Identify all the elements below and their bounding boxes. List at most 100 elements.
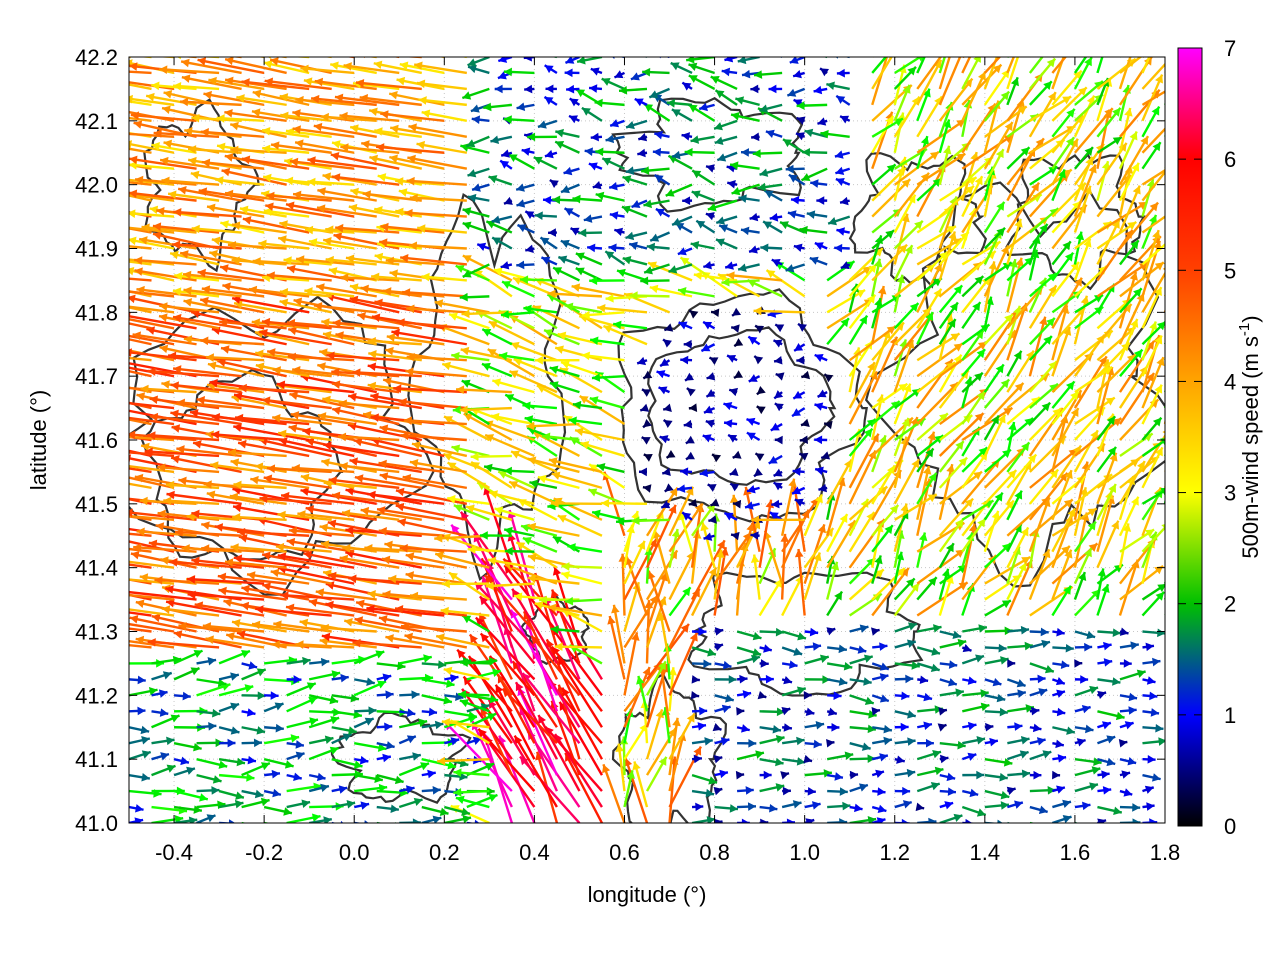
wind-vector [984, 693, 1006, 703]
wind-vector [416, 140, 468, 154]
wind-vector [1141, 356, 1165, 409]
wind-vector [266, 271, 332, 282]
wind-vector [322, 236, 377, 250]
wind-vector [872, 787, 886, 796]
wind-vector [129, 236, 175, 250]
wind-vector [465, 135, 490, 148]
wind-vector [752, 149, 783, 158]
wind-vector [732, 450, 742, 459]
wind-vector [1142, 723, 1164, 733]
wind-vector [729, 467, 739, 476]
wind-vector [1119, 57, 1122, 58]
wind-vector [398, 397, 467, 410]
wind-vector [636, 675, 649, 712]
wind-vector [129, 94, 175, 107]
wind-vector [462, 263, 490, 278]
wind-vector [570, 227, 580, 236]
wind-vector [1073, 295, 1090, 345]
colorbar-tick-label: 7 [1224, 36, 1236, 61]
wind-vector [732, 499, 742, 509]
wind-vector [608, 243, 625, 253]
wind-vector [362, 190, 422, 202]
wind-vector [133, 543, 197, 553]
wind-vector [938, 318, 957, 345]
wind-vector [129, 163, 152, 170]
wind-vector [451, 444, 490, 458]
wind-vector [826, 81, 850, 91]
wind-vector [376, 804, 399, 814]
wind-vector [613, 70, 625, 79]
wind-vector [938, 77, 974, 122]
wind-vector [750, 531, 760, 540]
wind-vector [517, 223, 535, 234]
wind-vector [503, 526, 535, 537]
wind-vector [440, 606, 490, 617]
wind-vector [564, 596, 603, 606]
wind-vector [367, 336, 422, 346]
wind-vector [557, 255, 580, 266]
wind-vector [202, 622, 265, 633]
wind-vector [1051, 261, 1080, 298]
x-axis-ticks: -0.4 -0.2 0.0 0.2 0.4 0.6 0.8 1.0 1.2 1.4 1.6 1.8 [155, 57, 1180, 865]
wind-vector [172, 81, 220, 91]
wind-vector [560, 183, 580, 194]
wind-vector [315, 588, 377, 601]
wind-vector [200, 336, 265, 346]
wind-vector [376, 506, 445, 521]
wind-vector [294, 139, 355, 154]
wind-vector [405, 571, 468, 585]
wind-vector [871, 753, 889, 762]
wind-vector [1074, 588, 1101, 617]
wind-vector [731, 307, 742, 317]
wind-vector [471, 183, 490, 192]
wind-vector [524, 415, 558, 426]
wind-vector [537, 119, 558, 129]
wind-vector [1141, 62, 1165, 90]
wind-vector [984, 105, 1028, 138]
wind-vector [1052, 785, 1066, 794]
wind-vector [466, 736, 483, 745]
wind-vector [781, 630, 807, 641]
wind-vector [939, 57, 942, 58]
wind-vector [129, 277, 152, 282]
wind-vector [1029, 805, 1048, 815]
wind-vector [242, 216, 310, 234]
wind-vector [848, 418, 877, 441]
wind-vector [1096, 57, 1104, 74]
wind-vector [703, 260, 715, 270]
wind-vector [871, 817, 886, 823]
wind-vector [371, 272, 422, 282]
wind-vector [871, 673, 889, 682]
wind-vector [366, 604, 445, 617]
wind-vector [455, 385, 512, 395]
wind-vector [578, 228, 602, 238]
wind-vector [488, 175, 513, 186]
wind-vector [800, 418, 810, 427]
wind-vector [795, 132, 806, 141]
wind-vector [623, 632, 640, 696]
wind-vector [872, 642, 888, 651]
wind-vector [714, 643, 724, 652]
wind-vector [1118, 318, 1139, 361]
wind-vector [820, 129, 850, 139]
wind-vector [173, 649, 203, 665]
wind-vector [733, 370, 744, 380]
x-tick-label: 1.6 [1060, 840, 1091, 865]
wind-vector [393, 384, 467, 394]
wind-vector [224, 189, 287, 202]
wind-vector [510, 341, 558, 362]
wind-vector [826, 751, 854, 761]
wind-vector [1029, 662, 1055, 674]
wind-vector [270, 141, 332, 154]
wind-vector [659, 435, 670, 444]
wind-vector [173, 766, 196, 777]
wind-vector [1028, 468, 1060, 505]
wind-vector [781, 706, 791, 716]
wind-vector [684, 372, 694, 382]
wind-vector [1051, 326, 1072, 377]
wind-vector [376, 673, 392, 682]
wind-vector [1007, 641, 1033, 651]
wind-vector [714, 804, 739, 813]
wind-vector [670, 61, 693, 75]
wind-vector [154, 576, 220, 585]
